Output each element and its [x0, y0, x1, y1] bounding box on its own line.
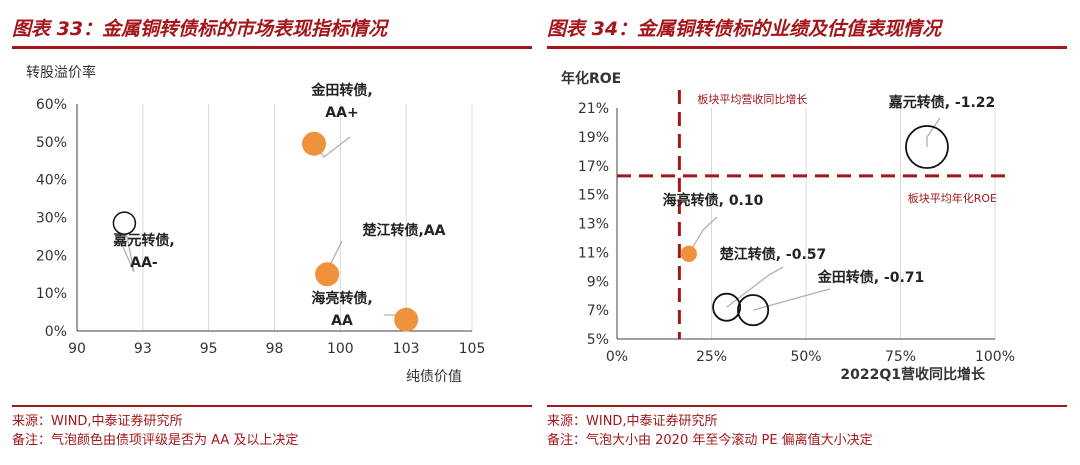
right-chart: 0% 25% 50% 75% 100% 5% 7% 9% 11% 13% 15% 17% 19% 21% 年…	[547, 45, 1067, 400]
data-point	[680, 245, 697, 262]
y-axis-title: 年化ROE	[561, 70, 621, 87]
x-tick-label: 100%	[975, 349, 1015, 365]
data-point	[737, 294, 770, 327]
right-scatter-chart: 0% 25% 50% 75% 100% 5% 7% 9% 11% 13% 15% 17% 19% 21% 年…	[561, 70, 1015, 383]
x-tick-label: 105	[459, 341, 486, 357]
source-note: 来源：WIND,中泰证券研究所	[547, 414, 718, 429]
footnote: 来源：WIND,中泰证券研究所 备注：气泡大小由 2020 年至今滚动 PE 偏…	[547, 405, 1067, 450]
x-tick-label: 90	[68, 341, 86, 357]
y-tick-label: 20%	[36, 248, 67, 264]
data-label: AA	[331, 313, 353, 329]
y-tick-label: 7%	[587, 303, 609, 319]
data-label: 海亮转债, 0.10	[663, 192, 764, 209]
y-tick-label: 13%	[578, 217, 609, 233]
left-chart: 90 93 95 98 100 103 105 0% 10% 20% 30% 40% 50% 60% 转股溢…	[12, 45, 532, 400]
x-tick-label: 75%	[885, 349, 916, 365]
y-tick-label: 30%	[36, 211, 67, 227]
y-tick-label: 0%	[45, 324, 67, 340]
x-tick-label: 93	[134, 341, 152, 357]
y-tick-label: 50%	[36, 135, 67, 151]
data-label: AA-	[130, 255, 158, 271]
y-tick-label: 19%	[578, 130, 609, 146]
x-tick-label: 95	[200, 341, 218, 357]
data-label: 楚江转债,AA	[362, 222, 446, 239]
x-tick-label: 100	[327, 341, 354, 357]
y-tick-label: 5%	[587, 332, 609, 348]
y-tick-label: 17%	[578, 159, 609, 175]
data-label: AA+	[325, 105, 358, 121]
data-label: 楚江转债, -0.57	[719, 246, 827, 263]
x-tick-label: 25%	[696, 349, 727, 365]
data-label: 嘉元转债, -1.22	[888, 94, 996, 111]
data-point	[905, 125, 949, 169]
x-tick-label: 0%	[606, 349, 628, 365]
data-label: 金田转债, -0.71	[817, 269, 925, 286]
x-axis-title: 2022Q1营收同比增长	[840, 366, 986, 383]
y-tick-label: 10%	[36, 286, 67, 302]
source-note: 来源：WIND,中泰证券研究所	[12, 414, 183, 429]
leader-line	[752, 288, 831, 311]
y-tick-label: 60%	[36, 97, 67, 113]
data-point	[315, 262, 340, 287]
data-label: 金田转债,	[310, 82, 372, 99]
y-tick-label: 11%	[578, 245, 609, 261]
y-tick-label: 21%	[578, 101, 609, 117]
data-point	[712, 292, 742, 322]
left-panel: 图表 33：金属铜转债标的市场表现指标情况 90 93 95 98 100 103 105 0…	[12, 0, 532, 465]
bubble-note: 备注：气泡颜色由债项评级是否为 AA 及以上决定	[12, 433, 299, 448]
leader-line	[726, 266, 784, 308]
leader-line	[688, 216, 718, 255]
data-point	[302, 131, 326, 156]
x-tick-label: 98	[266, 341, 284, 357]
y-tick-label: 40%	[36, 173, 67, 189]
reference-label: 板块平均营收同比增长	[697, 92, 807, 106]
data-point	[112, 211, 137, 235]
y-axis-title: 转股溢价率	[26, 64, 96, 81]
right-panel: 图表 34：金属铜转债标的业绩及估值表现情况 0% 25% 50% 75% 100% 5%…	[547, 0, 1067, 465]
leader-line	[116, 223, 135, 273]
bubble-note: 备注：气泡大小由 2020 年至今滚动 PE 偏离值大小决定	[547, 433, 873, 448]
leader-line	[926, 117, 941, 147]
x-axis-title: 纯债价值	[406, 369, 462, 385]
data-point	[394, 307, 419, 332]
x-tick-label: 50%	[790, 349, 821, 365]
chart-title: 图表 34：金属铜转债标的业绩及估值表现情况	[547, 14, 1067, 49]
y-tick-label: 15%	[578, 188, 609, 204]
y-tick-label: 9%	[587, 274, 609, 290]
footnote: 来源：WIND,中泰证券研究所 备注：气泡颜色由债项评级是否为 AA 及以上决定	[12, 405, 532, 450]
data-label: 嘉元转债,	[112, 232, 174, 249]
left-scatter-chart: 90 93 95 98 100 103 105 0% 10% 20% 30% 40% 50% 60% 转股溢…	[26, 64, 486, 385]
x-tick-label: 103	[393, 341, 420, 357]
reference-label: 板块平均年化ROE	[908, 191, 997, 205]
data-label: 海亮转债,	[311, 290, 372, 307]
chart-title: 图表 33：金属铜转债标的市场表现指标情况	[12, 14, 532, 49]
